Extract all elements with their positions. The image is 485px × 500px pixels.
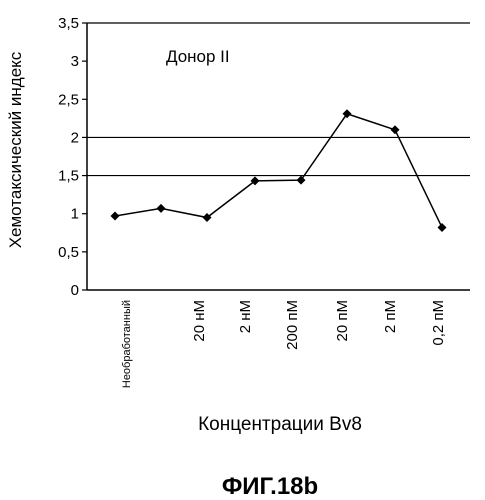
data-point [157, 204, 166, 213]
y-tick-label: 2 [71, 129, 79, 146]
x-axis-label: Концентрации Bv8 [198, 414, 362, 435]
x-category-label: 200 пМ [284, 300, 301, 350]
y-tick-label: 0,5 [58, 244, 79, 261]
x-category-label: Необработанный [121, 300, 133, 388]
gridlines [87, 23, 470, 176]
y-tick-label: 2,5 [58, 91, 79, 108]
x-category-label: 20 пМ [334, 300, 351, 341]
annotation-donor: Донор II [166, 47, 230, 66]
x-category-label: 0,2 пМ [430, 300, 447, 346]
data-point [297, 176, 306, 185]
y-tick-label: 0 [71, 282, 79, 299]
data-point [438, 223, 447, 232]
axes [87, 23, 470, 290]
x-category-labels: Необработанный 20 нМ 2 нМ 200 пМ 20 пМ 2 пМ 0,… [121, 300, 447, 388]
y-tick-label: 3,5 [58, 15, 79, 32]
figure-label: ФИГ.18b [222, 473, 318, 500]
data-point [111, 212, 120, 221]
y-tick-label: 1,5 [58, 168, 79, 185]
data-point [343, 109, 352, 118]
y-tick-label: 3 [71, 53, 79, 70]
y-tick-labels: 0 0,5 1 1,5 2 2,5 3 3,5 [58, 15, 87, 299]
series-line [111, 109, 447, 232]
x-category-label: 2 нМ [237, 300, 254, 333]
x-category-label: 2 пМ [382, 300, 399, 333]
x-category-label: 20 нМ [191, 300, 208, 342]
data-point [391, 125, 400, 134]
y-axis-label: Хемотаксический индекс [6, 51, 25, 248]
y-tick-label: 1 [71, 206, 79, 223]
